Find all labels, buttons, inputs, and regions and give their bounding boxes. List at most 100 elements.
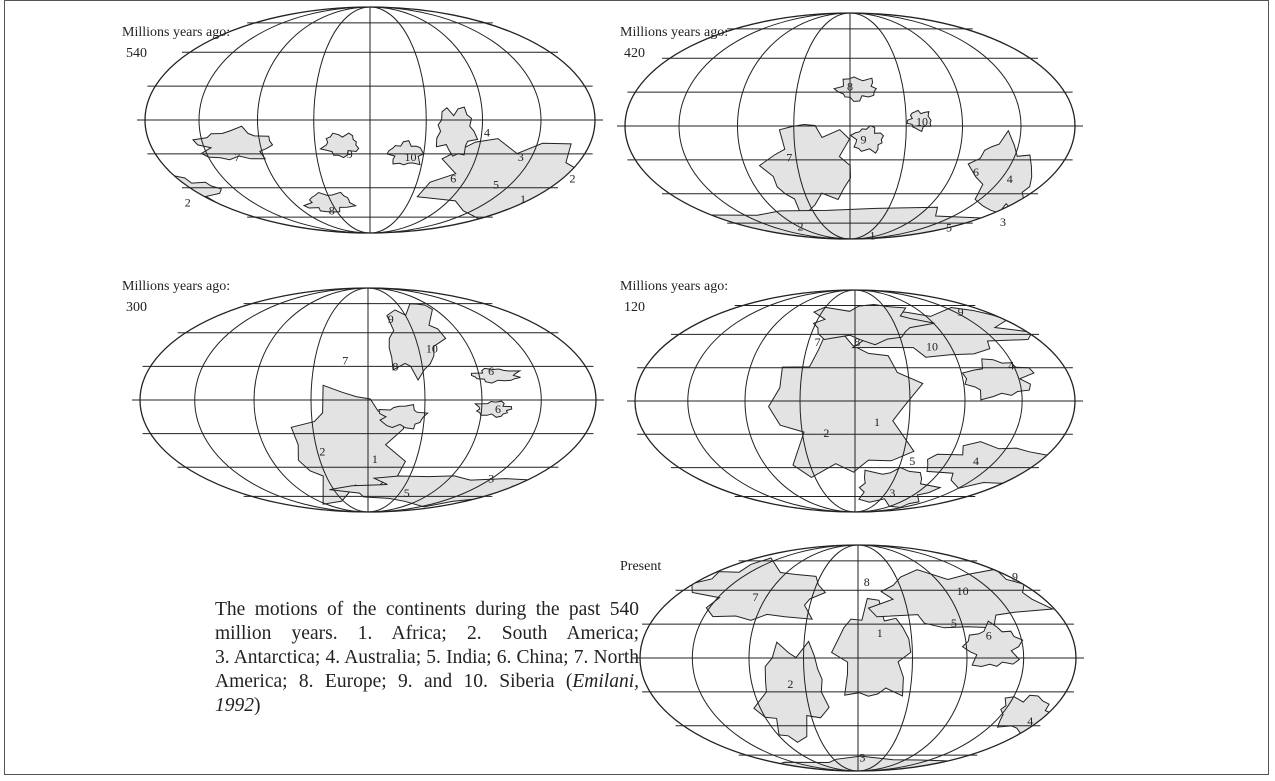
continent-label: 6 (973, 165, 979, 179)
continent (302, 191, 358, 213)
continent-label: 9 (388, 312, 394, 326)
continent-label: 5 (951, 616, 957, 630)
caption-line: 3. Antarctica; 4. Australia; 5. India; 6… (215, 647, 639, 668)
continent (386, 303, 447, 382)
map: Millions years ago: 120 9 7 8 10 4 1 2 5 4 3 (620, 279, 1083, 513)
continents (659, 76, 1048, 239)
continent-label: 5 (404, 486, 410, 500)
continent-label: 7 (815, 335, 821, 349)
continent-label: 4 (1027, 714, 1033, 728)
continent-label: 2 (185, 195, 191, 209)
continent-label: 5 (946, 221, 952, 235)
continent-label: 4 (973, 454, 979, 468)
continent-label: 7 (753, 590, 759, 604)
continent-label: 2 (319, 444, 325, 458)
continent-label: 7 (342, 354, 348, 368)
continent (926, 441, 1067, 489)
continent (961, 620, 1024, 668)
caption: The motions of the continents during the… (215, 598, 639, 718)
continent (961, 358, 1035, 401)
continent (832, 76, 878, 102)
map: Present 9 8 10 7 5 1 6 2 4 3 (620, 544, 1084, 772)
caption-line: America; 8. Europe; 9. and 10. Siberia (… (215, 670, 639, 718)
continent-label: 2 (823, 426, 829, 440)
continent-label: 5 (909, 454, 915, 468)
continent-label: 10 (957, 584, 969, 598)
caption-text: ) (254, 695, 261, 716)
continent-label: 1 (877, 626, 883, 640)
continent-label: 2 (787, 677, 793, 691)
caption-line: million years. 1. Africa; 2. South Ameri… (215, 623, 639, 644)
continent-label: 1 (520, 192, 526, 206)
continent (416, 138, 587, 233)
map-outline (144, 6, 596, 234)
map-outline (624, 12, 1076, 240)
continent (473, 400, 513, 418)
map-heading: Millions years ago: (122, 279, 230, 294)
continent-label: 4 (1008, 358, 1014, 372)
continent (849, 125, 885, 154)
continent-label: 4 (1007, 172, 1013, 186)
continent (145, 174, 222, 208)
continent-label: 3 (488, 471, 494, 485)
map: Millions years ago: 420 8 10 9 7 6 4 2 5 3 1 (617, 12, 1083, 242)
map-age: 540 (126, 46, 147, 61)
map-heading: Present (620, 559, 661, 574)
continent (470, 367, 522, 384)
continent-label: 7 (234, 150, 240, 164)
continent-label: 1 (372, 452, 378, 466)
continent-label: 8 (854, 335, 860, 349)
continent-label: 6 (450, 172, 456, 186)
continent (858, 467, 942, 508)
continent-label: 7 (786, 151, 792, 165)
map: Millions years ago: 540 7 9 10 4 3 6 5 2 1 2 8 (122, 6, 603, 234)
map-age: 120 (624, 300, 645, 315)
continent-label: 1 (870, 228, 876, 242)
continent (191, 125, 274, 161)
continent-label: 3 (518, 150, 524, 164)
continent-label: 9 (347, 147, 353, 161)
map-heading: Millions years ago: (122, 25, 230, 40)
continent-label: 10 (916, 114, 928, 128)
continent-label: 8 (392, 359, 398, 373)
continent-label: 5 (493, 177, 499, 191)
continent-label: 10 (926, 339, 938, 353)
map-age: 420 (624, 46, 645, 61)
continent (768, 319, 924, 478)
continent-label: 3 (889, 486, 895, 500)
continent-label: 3 (859, 750, 865, 764)
continent-label: 8 (329, 203, 335, 217)
continent-label: 9 (861, 132, 867, 146)
continent-label: 8 (847, 79, 853, 93)
continent-label: 4 (484, 125, 490, 139)
continent-label: 2 (570, 172, 576, 186)
continent-label: 1 (874, 415, 880, 429)
continent-label: 10 (405, 150, 417, 164)
map-heading: Millions years ago: (620, 279, 728, 294)
map-outline (139, 287, 597, 513)
continent (830, 597, 912, 697)
continents (691, 557, 1058, 771)
continent-label: 10 (426, 341, 438, 355)
figure-frame (4, 0, 1269, 775)
caption-line: The motions of the continents during the… (215, 599, 639, 620)
map: Millions years ago: 300 9 10 7 8 6 6 2 1 5 3 (122, 279, 604, 513)
continent-label: 9 (958, 305, 964, 319)
continent (758, 123, 852, 219)
map-outline (634, 289, 1076, 513)
continents (768, 303, 1067, 508)
continent (378, 404, 429, 430)
map-age: 300 (126, 300, 147, 315)
map-outline (639, 544, 1077, 772)
continent (435, 106, 479, 157)
continent-label: 2 (798, 219, 804, 233)
continent-label: 6 (986, 628, 992, 642)
map-heading: Millions years ago: (620, 25, 728, 40)
continent-label: 6 (495, 402, 501, 416)
continent-label: 6 (488, 364, 494, 378)
citation: Emilani, 1992 (215, 671, 639, 716)
continent-label: 8 (864, 575, 870, 589)
caption-text: America; 8. Europe; 9. and 10. Siberia ( (215, 671, 573, 692)
